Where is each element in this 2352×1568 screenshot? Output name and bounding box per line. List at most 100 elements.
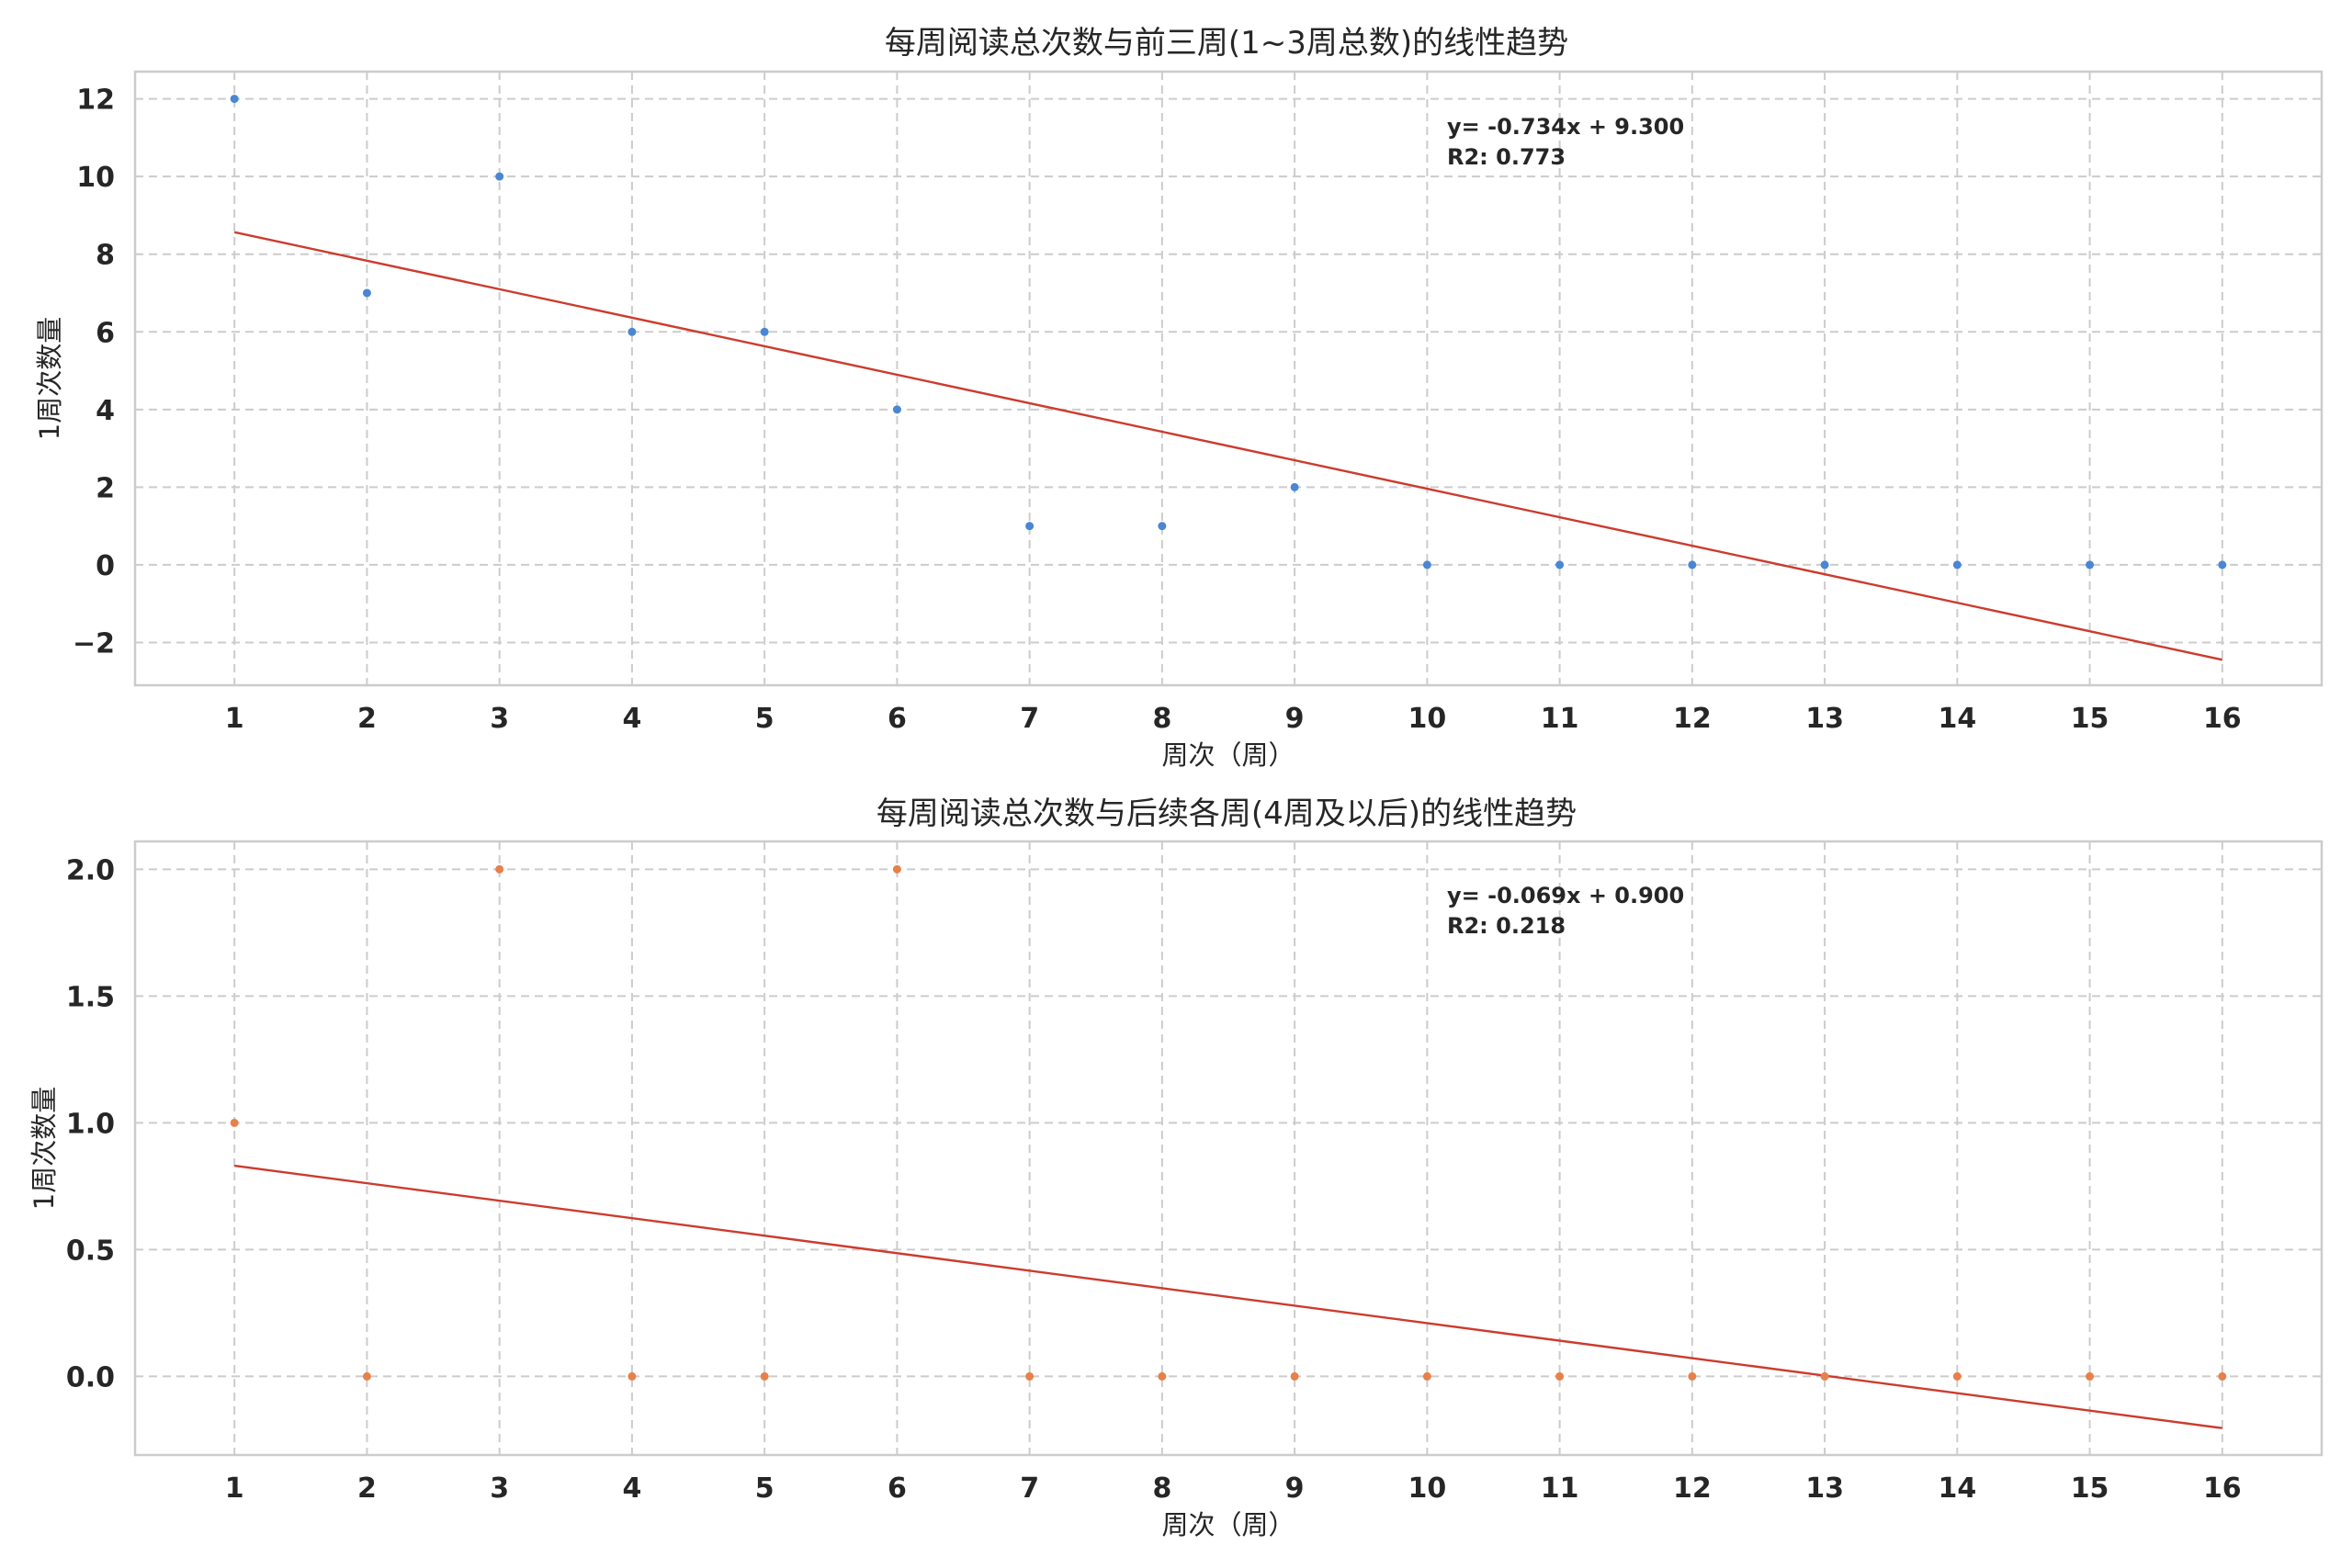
- top-chart-data-point: [1025, 522, 1035, 531]
- top-chart-data-point: [362, 288, 371, 298]
- bottom-chart-data-point: [1952, 1371, 1962, 1381]
- top-chart-data-point: [1555, 560, 1565, 570]
- top-chart-x-tick-label: 15: [2071, 703, 2109, 735]
- bottom-chart-points: [230, 864, 2227, 1381]
- top-chart-x-tick-label: 13: [1805, 703, 1844, 735]
- top-chart-x-tick-label: 1: [225, 703, 244, 735]
- bottom-chart-fit-equation: y= -0.069x + 0.900: [1447, 883, 1684, 908]
- top-chart-data-point: [1290, 482, 1299, 491]
- top-chart-x-tick-label: 8: [1152, 703, 1171, 735]
- bottom-chart-x-tick-label: 8: [1152, 1472, 1171, 1505]
- bottom-chart-data-point: [495, 864, 504, 874]
- bottom-chart-x-tick-label: 16: [2203, 1472, 2242, 1505]
- bottom-chart-data-point: [1820, 1371, 1829, 1381]
- bottom-chart-data-point: [1688, 1371, 1697, 1381]
- bottom-chart-x-tick-label: 1: [225, 1472, 244, 1505]
- top-chart-data-point: [230, 95, 239, 104]
- top-chart-x-tick-label: 6: [888, 703, 907, 735]
- top-chart-x-tick-label: 9: [1285, 703, 1305, 735]
- top-chart-x-tick-label: 4: [622, 703, 641, 735]
- bottom-chart-x-tick-label: 10: [1408, 1472, 1446, 1505]
- top-chart-fit: [233, 231, 2223, 661]
- bottom-chart-r2: R2: 0.218: [1447, 913, 1566, 939]
- top-chart-x-tick-label: 5: [755, 703, 775, 735]
- top-chart-y-tick-label: 8: [96, 240, 115, 272]
- top-chart-y-tick-label: 12: [76, 85, 115, 117]
- bottom-chart-title: 每周阅读总次数与后续各周(4周及以后)的线性趋势: [876, 795, 1577, 832]
- top-chart-y-tick-label: 0: [96, 550, 115, 582]
- bottom-chart-x-tick-label: 12: [1673, 1472, 1712, 1505]
- bottom-chart-x-tick-label: 14: [1938, 1472, 1976, 1505]
- top-chart-y-axis-label: 1周次数量: [34, 317, 65, 440]
- top-chart-panel: 每周阅读总次数与前三周(1~3周总数)的线性趋势 1 2 3 4 5 6 7 8 9 10 11 12…: [34, 25, 2324, 771]
- bottom-chart-data-point: [1422, 1371, 1431, 1381]
- bottom-chart-data-point: [1290, 1371, 1299, 1381]
- bottom-chart-fit: [234, 1164, 2222, 1429]
- bottom-chart-x-tick-label: 13: [1805, 1472, 1844, 1505]
- top-chart-data-point: [1688, 560, 1697, 570]
- bottom-chart-panel: 每周阅读总次数与后续各周(4周及以后)的线性趋势 1 2 3 4 5 6 7 8 9 10 11 12…: [28, 795, 2324, 1540]
- bottom-chart-y-axis-label: 1周次数量: [28, 1087, 60, 1210]
- top-chart-x-tick-label: 3: [490, 703, 509, 735]
- bottom-chart-x-tick-label: 5: [755, 1472, 775, 1505]
- bottom-chart-y-ticks: 0.0 0.5 1.0 1.5 2.0: [66, 854, 115, 1393]
- top-chart-x-tick-label: 7: [1020, 703, 1039, 735]
- top-chart-x-tick-label: 12: [1673, 703, 1712, 735]
- top-chart-x-tick-label: 11: [1541, 703, 1579, 735]
- bottom-chart-y-tick-label: 1.0: [66, 1108, 115, 1140]
- top-chart-y-tick-label: 10: [76, 162, 115, 194]
- top-chart-data-point: [1952, 560, 1962, 570]
- bottom-chart-x-tick-label: 15: [2071, 1472, 2109, 1505]
- top-chart-x-ticks: 1 2 3 4 5 6 7 8 9 10 11 12 13 14 15 16: [225, 703, 2242, 735]
- top-chart-data-point: [892, 405, 901, 414]
- bottom-chart-x-tick-label: 11: [1541, 1472, 1579, 1505]
- bottom-chart-x-tick-label: 6: [888, 1472, 907, 1505]
- top-chart-data-point: [628, 327, 637, 336]
- top-chart-y-tick-label: 6: [96, 317, 115, 349]
- top-chart-x-tick-label: 16: [2203, 703, 2242, 735]
- top-chart-x-tick-label: 10: [1408, 703, 1446, 735]
- bottom-chart-data-point: [230, 1118, 239, 1127]
- bottom-chart-data-point: [362, 1371, 371, 1381]
- top-chart-data-point: [495, 172, 504, 181]
- bottom-chart-fit-line: [234, 1164, 2222, 1429]
- top-chart-y-tick-label: 2: [96, 472, 115, 504]
- top-chart-x-tick-label: 2: [357, 703, 377, 735]
- top-chart-title: 每周阅读总次数与前三周(1~3周总数)的线性趋势: [885, 25, 1568, 62]
- top-chart-fit-line: [233, 231, 2223, 661]
- bottom-chart-x-tick-label: 3: [490, 1472, 509, 1505]
- bottom-chart-data-point: [628, 1371, 637, 1381]
- top-chart-data-point: [2218, 560, 2227, 570]
- bottom-chart-x-grid: [233, 841, 2223, 1455]
- bottom-chart-x-tick-label: 4: [622, 1472, 641, 1505]
- top-chart-data-point: [760, 327, 769, 336]
- top-chart-y-grid: [135, 97, 2322, 644]
- bottom-chart-data-point: [2218, 1371, 2227, 1381]
- bottom-chart-x-tick-label: 2: [357, 1472, 377, 1505]
- top-chart-data-point: [1422, 560, 1431, 570]
- top-chart-data-point: [2086, 560, 2095, 570]
- top-chart-plot-area: [133, 70, 2324, 687]
- top-chart-y-tick-label: −2: [73, 627, 115, 660]
- bottom-chart-x-ticks: 1 2 3 4 5 6 7 8 9 10 11 12 13 14 15 16: [225, 1472, 2242, 1505]
- bottom-chart-y-tick-label: 0.5: [66, 1235, 115, 1267]
- top-chart-fit-equation: y= -0.734x + 9.300: [1447, 114, 1684, 140]
- bottom-chart-x-axis-label: 周次（周）: [1161, 1509, 1295, 1540]
- bottom-chart-data-point: [760, 1371, 769, 1381]
- top-chart-x-axis-label: 周次（周）: [1161, 739, 1295, 771]
- bottom-chart-data-point: [2086, 1371, 2095, 1381]
- top-chart-data-point: [1158, 522, 1167, 531]
- bottom-chart-data-point: [1555, 1371, 1565, 1381]
- bottom-chart-x-tick-label: 7: [1020, 1472, 1039, 1505]
- top-chart-points: [230, 95, 2227, 570]
- bottom-chart-y-tick-label: 1.5: [66, 981, 115, 1013]
- bottom-chart-data-point: [1158, 1371, 1167, 1381]
- bottom-chart-y-tick-label: 2.0: [66, 854, 115, 886]
- top-chart-y-ticks: −2 0 2 4 6 8 10 12: [73, 85, 115, 660]
- bottom-chart-y-tick-label: 0.0: [66, 1361, 115, 1393]
- top-chart-r2: R2: 0.773: [1447, 144, 1566, 170]
- top-chart-x-tick-label: 14: [1938, 703, 1976, 735]
- top-chart-y-tick-label: 4: [96, 395, 115, 427]
- bottom-chart-plot-area: [133, 840, 2324, 1457]
